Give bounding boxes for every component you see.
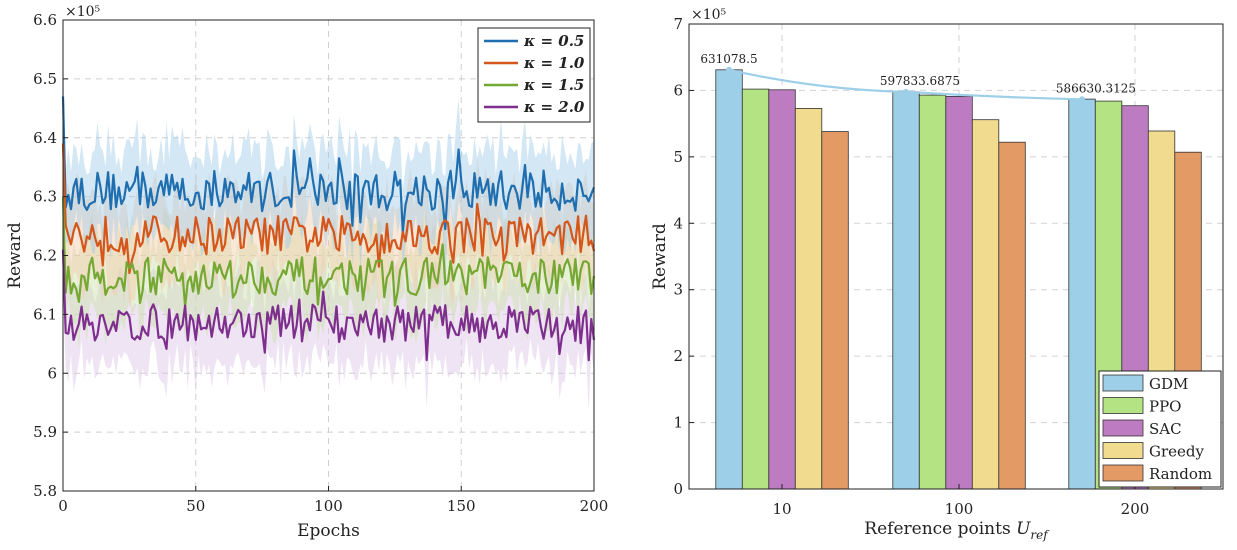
confidence-band: [63, 203, 594, 412]
bar: [918, 94, 947, 490]
value-annotation: 586630.3125: [1056, 81, 1136, 95]
bar: [998, 141, 1026, 490]
legend-swatch: [1102, 442, 1144, 459]
bar: [741, 88, 770, 490]
legend-label: GDM: [1149, 375, 1188, 393]
y-tick-label: 3: [673, 281, 683, 299]
y-tick-label: 6.1: [33, 305, 57, 323]
y-tick-label: 6.5: [33, 70, 57, 88]
legend-swatch: [1102, 419, 1144, 437]
series-line: [61, 249, 596, 362]
x-tick-label: 100: [945, 500, 974, 518]
bar: [1068, 98, 1096, 490]
exponent-label: ×10⁵: [691, 7, 727, 23]
y-tick-label: 6: [673, 81, 683, 99]
x-tick-label: 200: [1121, 500, 1150, 518]
legend-label: Random: [1149, 465, 1212, 483]
series-line: [61, 96, 596, 233]
y-tick-label: 5.9: [33, 423, 57, 441]
series-line: [61, 143, 596, 275]
bar: [794, 108, 823, 490]
exponent-label: ×10⁵: [65, 4, 101, 20]
x-tick-label: 100: [314, 497, 343, 515]
trend-point: [903, 88, 909, 95]
bar: [768, 89, 796, 490]
legend-label: κ = 2.0: [523, 98, 585, 116]
y-tick-label: 5.8: [33, 482, 57, 500]
y-tick-label: 6.4: [33, 129, 57, 147]
value-annotation: 631078.5: [700, 52, 757, 66]
bar: [945, 96, 973, 490]
bar: [715, 69, 743, 490]
legend-swatch: [1102, 464, 1144, 482]
plot-frame: [688, 23, 1224, 490]
x-axis-label: Epochs: [297, 521, 360, 541]
x-tick-label: 50: [186, 497, 205, 515]
x-tick-label: 150: [447, 497, 476, 515]
bar: [971, 119, 1000, 490]
legend-label: Greedy: [1149, 443, 1205, 461]
legend-label: κ = 1.5: [523, 76, 584, 94]
y-tick-label: 6: [47, 364, 57, 382]
y-tick-label: 6.6: [33, 11, 57, 29]
y-axis-label: Reward: [5, 222, 25, 289]
y-tick-label: 1: [673, 414, 683, 432]
left-line-chart: 0 50 100 150 200 5.8 5.9 6 6.1 6.2 6.3 6.4 6.5 6.6 ×10…: [5, 4, 608, 541]
legend-label: SAC: [1149, 420, 1182, 438]
x-tick-label: 0: [58, 497, 68, 515]
trend-point: [1079, 96, 1085, 103]
y-tick-label: 7: [673, 15, 683, 33]
x-tick-label: 200: [580, 497, 609, 515]
legend-label: κ = 0.5: [523, 32, 584, 50]
confidence-band: [63, 143, 594, 350]
confidence-band: [63, 114, 594, 317]
x-tick-label: 10: [772, 500, 791, 518]
x-axis-label: Reference points Uref: [864, 519, 1050, 542]
bar: [892, 91, 920, 490]
legend-label: PPO: [1149, 398, 1181, 416]
y-tick-label: 6.2: [33, 247, 57, 265]
y-tick-label: 5: [673, 148, 683, 166]
trend-point: [726, 66, 732, 73]
y-tick-label: 4: [673, 214, 683, 232]
bar: [821, 131, 849, 490]
legend-swatch: [1102, 397, 1144, 414]
series-line: [61, 196, 596, 308]
value-annotation: 597833.6875: [880, 74, 960, 88]
legend-label: κ = 1.0: [523, 54, 585, 72]
legend-swatch: [1102, 374, 1144, 392]
y-tick-label: 2: [673, 347, 683, 365]
y-axis-label: Reward: [650, 223, 670, 290]
y-tick-label: 6.3: [33, 188, 57, 206]
y-tick-label: 0: [673, 480, 683, 498]
right-bar-chart: 631078.5 597833.6875 586630.3125 0 1 2 3 4 5 6 7 10…: [650, 7, 1224, 542]
